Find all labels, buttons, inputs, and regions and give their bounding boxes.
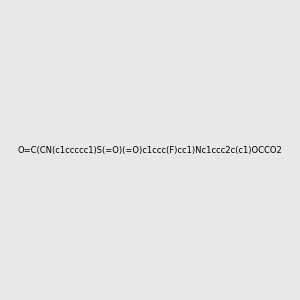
Text: O=C(CN(c1ccccc1)S(=O)(=O)c1ccc(F)cc1)Nc1ccc2c(c1)OCCO2: O=C(CN(c1ccccc1)S(=O)(=O)c1ccc(F)cc1)Nc1… [18,146,282,154]
